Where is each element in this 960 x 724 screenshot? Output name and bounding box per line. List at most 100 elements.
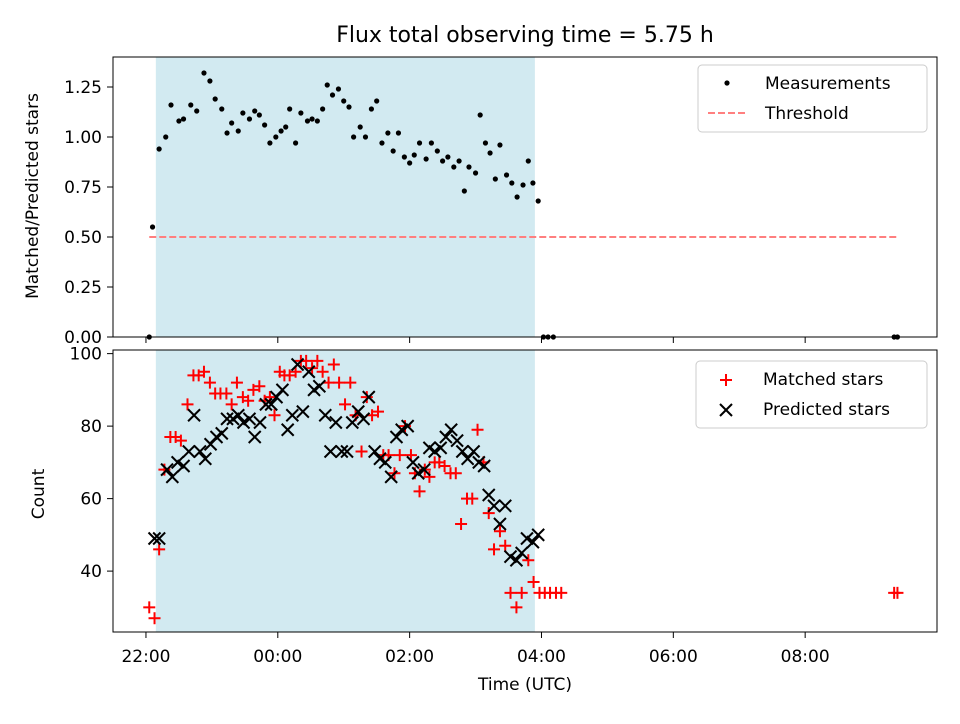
measurement-point <box>278 128 284 134</box>
ratio-legend: Measurements Threshold <box>697 64 928 133</box>
measurement-point <box>472 170 479 176</box>
measurement-point <box>411 152 417 158</box>
measurement-point <box>240 110 246 116</box>
matched-star-point <box>488 543 501 556</box>
predicted-star-point <box>455 444 470 459</box>
matched-star-point <box>225 398 238 411</box>
predicted-star-point <box>147 531 162 546</box>
predicted-star-point <box>493 517 507 531</box>
matched-star-point <box>148 612 161 625</box>
measurement-point <box>283 124 289 130</box>
matched-star-point <box>327 358 340 371</box>
matched-star-point <box>316 365 329 378</box>
predicted-star-point <box>427 444 442 459</box>
matched-star-point <box>322 376 335 389</box>
matched-star-point <box>311 354 324 367</box>
matched-star-point <box>230 376 243 389</box>
legend-matched-label: Matched stars <box>763 370 883 390</box>
measurement-point <box>362 134 369 140</box>
predicted-star-point <box>444 423 458 437</box>
measurement-point <box>176 118 182 124</box>
ratio-y-tick-label: 1.25 <box>64 78 102 98</box>
measurement-point <box>407 160 413 166</box>
count-legend-box <box>695 360 928 429</box>
count-panel: 40 60 80 100 22:00 00:00 02:00 04:00 06:00 08:00… <box>29 345 938 695</box>
measurement-point <box>252 108 258 114</box>
ratio-y-tick-label: 0.50 <box>64 228 102 248</box>
ratio-plot-frame <box>112 56 938 338</box>
measurement-point <box>482 140 489 146</box>
measurement-point <box>324 82 330 88</box>
predicted-star-point <box>526 535 540 549</box>
matched-star-point <box>181 398 194 411</box>
matched-star-point <box>493 525 506 538</box>
matched-star-point <box>393 449 406 462</box>
predicted-star-point <box>242 412 257 426</box>
measurement-point <box>456 158 462 164</box>
ratio-y-tick-label: 0.75 <box>64 178 102 198</box>
measurement-point <box>180 116 187 122</box>
predicted-star-point <box>367 444 382 459</box>
matched-star-point <box>482 507 495 520</box>
matched-star-point <box>891 586 904 599</box>
predicted-star-point <box>466 444 481 459</box>
predicted-star-point <box>503 549 518 564</box>
predicted-star-point <box>312 379 327 393</box>
predicted-star-point <box>187 408 201 422</box>
predicted-star-point <box>264 397 278 412</box>
x-tick-label: 04:00 <box>517 647 566 667</box>
predicted-star-point <box>152 531 166 546</box>
x-tick-label: 08:00 <box>781 647 830 667</box>
matched-star-point <box>466 492 479 505</box>
x-axis-label: Time (UTC) <box>477 675 572 695</box>
ratio-legend-box <box>697 64 928 133</box>
measurement-point <box>287 106 293 112</box>
matched-star-point <box>268 409 281 422</box>
x-tick-label: 06:00 <box>649 647 698 667</box>
matched-star-point <box>355 445 368 458</box>
measurement-point <box>168 102 174 108</box>
measurement-point <box>224 130 230 136</box>
matched-stars-series <box>143 354 904 625</box>
matched-star-point <box>527 575 540 588</box>
predicted-star-point <box>531 528 545 542</box>
x-tick-label: 22:00 <box>121 647 170 667</box>
ratio-x-axis-ticks <box>145 337 806 343</box>
measurement-point <box>149 224 156 230</box>
matched-star-point <box>438 459 451 472</box>
matched-star-point <box>253 380 266 393</box>
measurement-point <box>514 194 520 200</box>
chart-title: Flux total observing time = 5.75 h <box>336 23 714 48</box>
count-y-tick-label: 80 <box>80 417 102 437</box>
count-x-axis-ticks: 22:00 00:00 02:00 04:00 06:00 08:00 <box>121 632 830 667</box>
measurement-point <box>520 182 526 188</box>
count-y-tick-label: 60 <box>80 490 102 510</box>
predicted-star-point <box>296 404 310 419</box>
matched-star-point <box>371 405 384 418</box>
measurement-point <box>314 118 320 124</box>
predicted-star-point <box>509 553 524 567</box>
measurement-point <box>379 140 385 146</box>
measurement-point <box>445 154 451 160</box>
measurement-point <box>357 124 363 130</box>
predicted-star-point <box>487 499 501 513</box>
predicted-star-point <box>384 470 398 484</box>
count-y-tick-label: 40 <box>80 562 102 582</box>
measurement-point <box>351 134 357 140</box>
matched-star-point <box>504 586 517 599</box>
predicted-star-point <box>356 412 371 426</box>
ratio-panel: 0.00 0.25 0.50 0.75 1.00 1.25 Matched/Predict… <box>23 56 938 348</box>
predicted-star-point <box>275 383 290 397</box>
ratio-y-axis-label: Matched/Predicted stars <box>23 93 43 299</box>
observing-window-shade <box>155 350 535 632</box>
measurement-point <box>346 104 352 110</box>
matched-star-point <box>339 398 352 411</box>
predicted-star-point <box>335 444 349 459</box>
matched-star-point <box>471 423 484 436</box>
predicted-star-point <box>329 415 343 430</box>
measurement-point <box>530 180 536 186</box>
predicted-star-point <box>285 408 300 422</box>
measurement-point <box>329 92 336 98</box>
measurement-point <box>267 140 273 146</box>
